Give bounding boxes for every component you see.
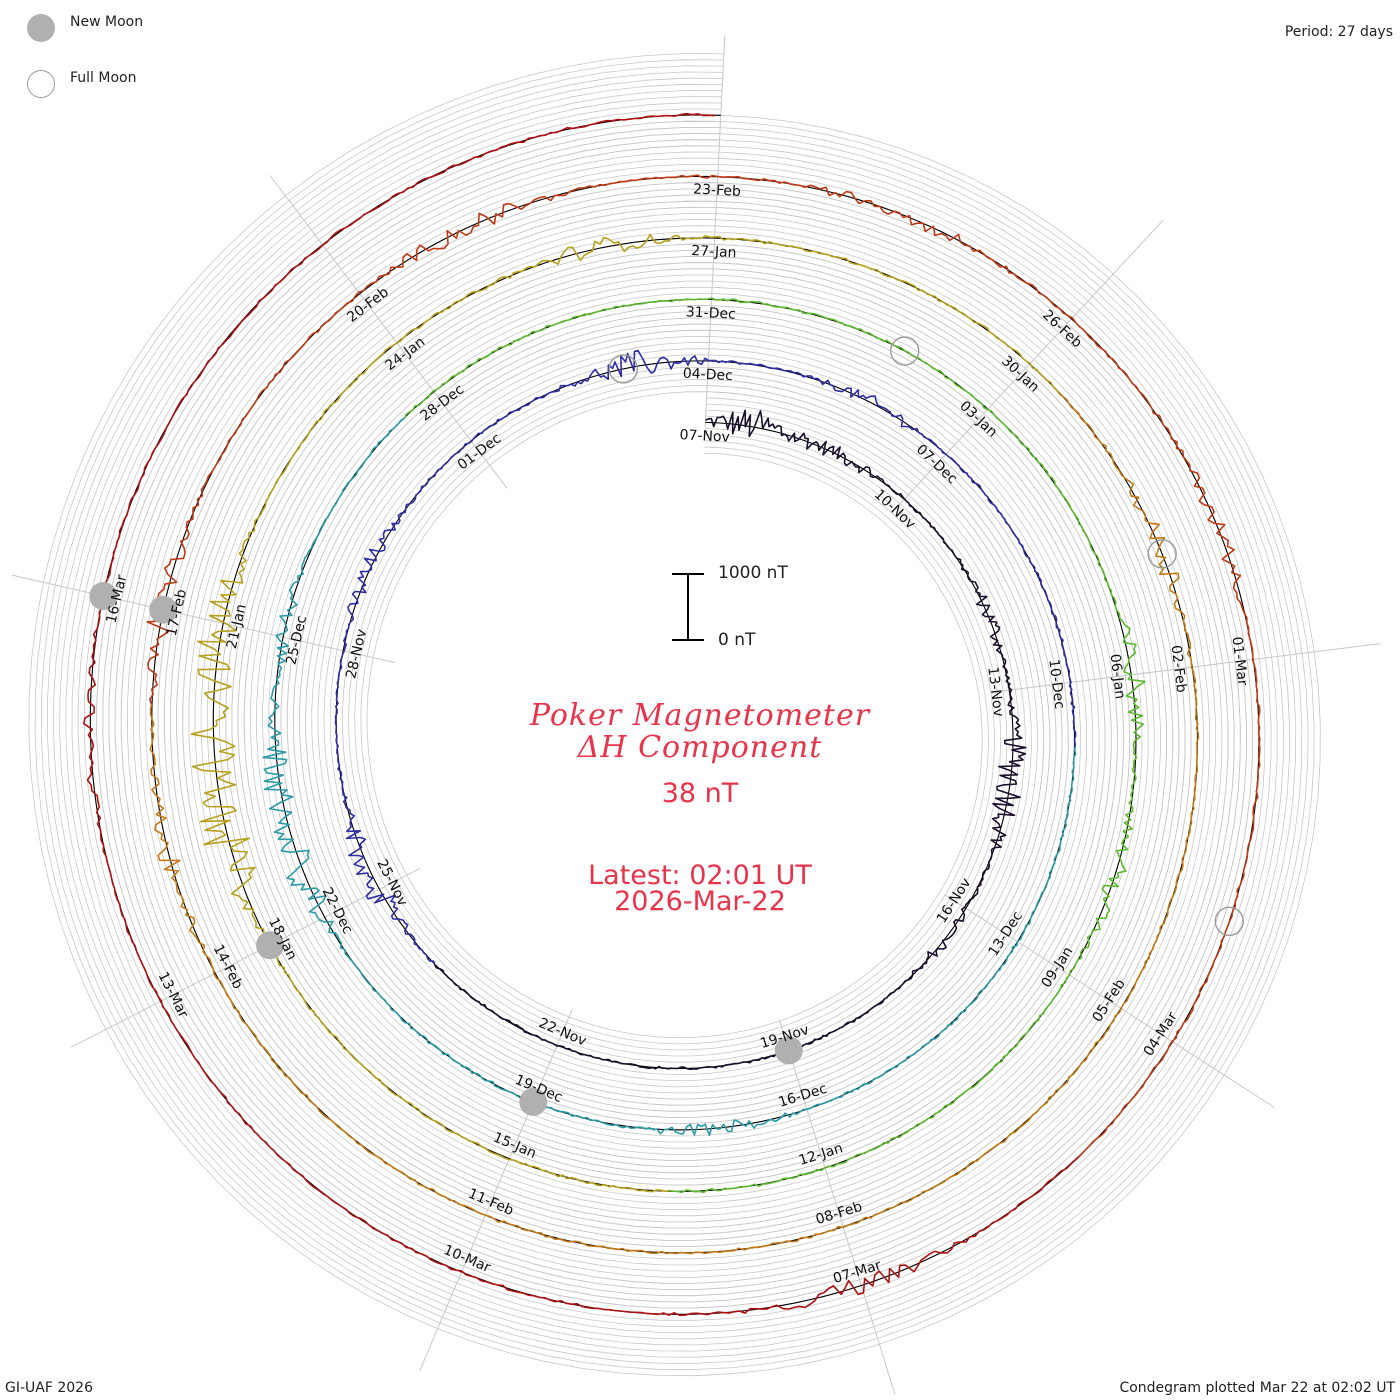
scale-bottom-label: 0 nT — [718, 630, 756, 650]
magnetometer-trace — [433, 409, 1027, 1071]
date-label: 28-Nov — [343, 628, 370, 681]
credit-label: GI-UAF 2026 — [5, 1380, 93, 1396]
period-label: Period: 27 days — [1284, 24, 1393, 40]
plotted-timestamp-label: Condegram plotted Mar 22 at 02:02 UT — [1119, 1380, 1395, 1396]
radial-spoke — [778, 1019, 896, 1395]
new-moon-marker — [519, 1087, 548, 1116]
date-label: 04-Dec — [682, 366, 733, 385]
radial-spoke — [419, 1009, 573, 1372]
date-label: 22-Nov — [536, 1015, 588, 1049]
magnetometer-trace — [403, 297, 1146, 1194]
guide-spiral — [46, 71, 1303, 1358]
chart-title: Poker Magnetometer — [529, 698, 871, 733]
radial-spoke — [990, 643, 1381, 693]
series-layer — [83, 112, 1261, 1317]
date-label: 31-Dec — [685, 304, 736, 323]
date-label: 25-Dec — [283, 614, 310, 666]
date-label: 23-Feb — [693, 182, 742, 200]
magnetometer-trace — [262, 417, 1077, 1137]
date-label: 04-Mar — [1141, 1009, 1181, 1059]
date-label: 13-Nov — [984, 666, 1006, 718]
date-label: 02-Feb — [1168, 644, 1190, 693]
latest-date: 2026-Mar-22 — [614, 886, 786, 917]
magnetometer-trace — [190, 233, 1060, 1193]
date-label: 16-Dec — [777, 1081, 829, 1111]
guide-spiral — [65, 90, 1284, 1340]
date-label: 07-Mar — [831, 1257, 883, 1287]
radial-spoke — [269, 175, 508, 489]
moon-layer — [89, 336, 1245, 1116]
radial-spoke — [11, 574, 395, 663]
full-moon-marker — [1147, 539, 1177, 569]
radial-spoke — [70, 867, 421, 1048]
radial-spoke — [944, 893, 1275, 1108]
scale-top-label: 1000 nT — [718, 563, 788, 583]
full-moon-marker — [1214, 906, 1245, 936]
new-moon-marker — [774, 1036, 803, 1065]
guide-spiral — [59, 83, 1290, 1346]
full-moon-legend-label: Full Moon — [70, 70, 137, 86]
date-label: 20-Feb — [344, 284, 392, 326]
latest-time: Latest: 02:01 UT — [588, 860, 812, 891]
new-moon-legend-label: New Moon — [70, 14, 144, 30]
date-label: 10-Dec — [1045, 658, 1067, 710]
magnetometer-trace — [83, 112, 1079, 1317]
full-moon-marker — [608, 354, 638, 384]
date-label: 27-Jan — [691, 243, 737, 261]
chart-subtitle: ΔH Component — [577, 730, 823, 765]
guide-spiral — [83, 108, 1266, 1321]
full-moon-legend-icon — [27, 70, 55, 98]
guide-spiral — [77, 102, 1272, 1327]
new-moon-marker — [89, 582, 118, 610]
guide-spiral — [34, 59, 1315, 1370]
guide-spiral — [71, 96, 1278, 1334]
radial-spoke — [704, 35, 726, 428]
magnetometer-trace — [149, 392, 1200, 1255]
current-value: 38 nT — [661, 778, 739, 809]
magnetometer-trace — [334, 349, 1077, 966]
scale-bar — [672, 573, 704, 641]
new-moon-legend-icon — [27, 14, 55, 42]
guide-spiral — [53, 77, 1297, 1352]
new-moon-marker — [149, 595, 178, 624]
guide-spiral — [40, 65, 1309, 1364]
date-label: 07-Nov — [679, 427, 730, 446]
full-moon-marker — [890, 336, 920, 366]
date-label: 01-Mar — [1228, 636, 1250, 687]
new-moon-marker — [256, 931, 284, 960]
date-label: 05-Feb — [1089, 976, 1128, 1025]
date-label: 06-Jan — [1107, 653, 1128, 700]
date-label: 17-Feb — [164, 588, 190, 638]
magnetometer-trace — [146, 174, 1261, 1159]
